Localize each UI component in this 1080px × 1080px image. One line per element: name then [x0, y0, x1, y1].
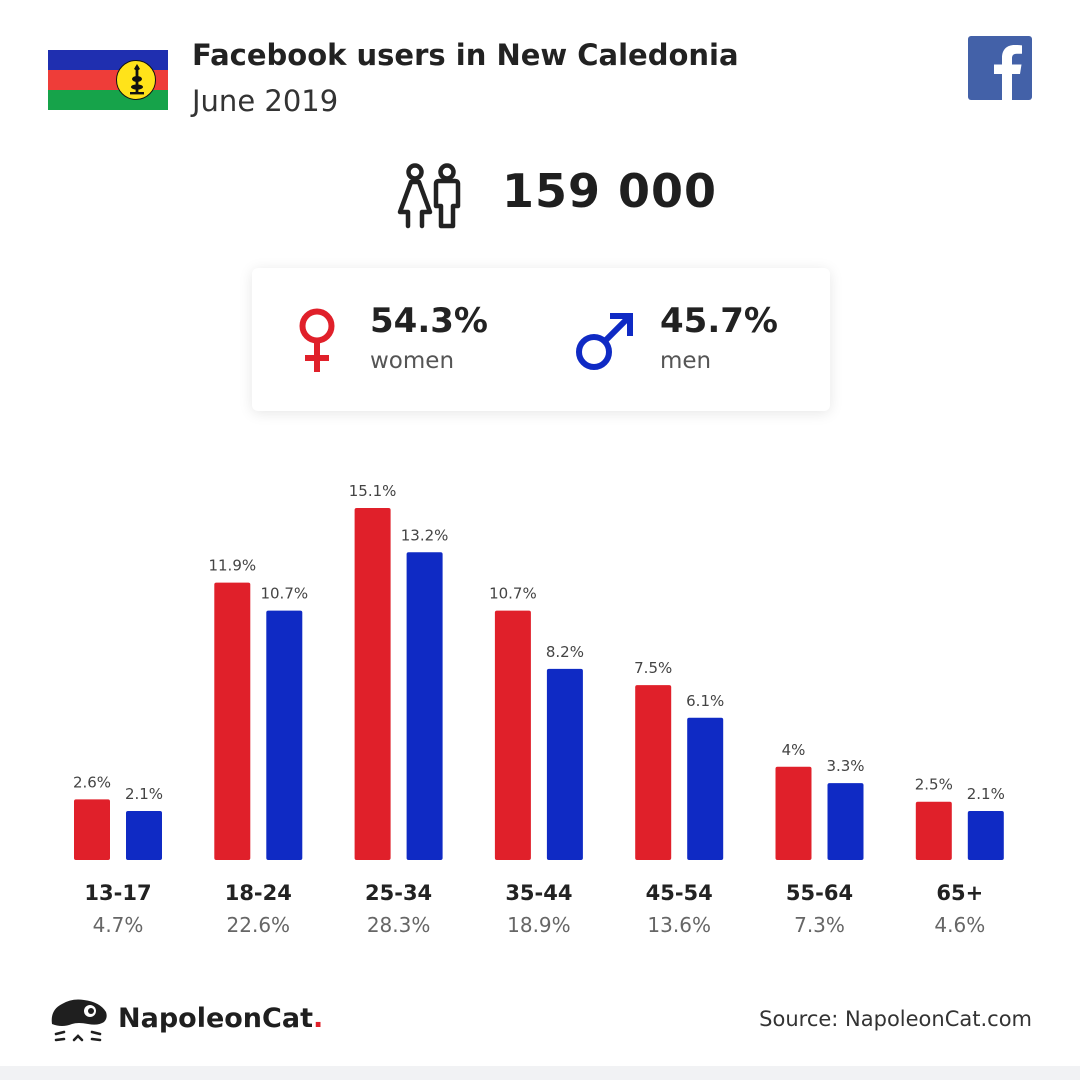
data-label-women-25-34: 15.1% — [349, 482, 397, 500]
bar-women-55-64 — [775, 766, 812, 860]
source-credit: Source: NapoleonCat.com — [759, 1007, 1032, 1031]
bar-women-45-54 — [635, 685, 672, 860]
category-label-65+: 65+ — [936, 881, 983, 905]
data-label-men-25-34: 13.2% — [401, 526, 449, 544]
bar-women-13-17 — [74, 799, 110, 860]
category-label-25-34: 25-34 — [365, 881, 432, 905]
data-label-women-13-17: 2.6% — [73, 773, 111, 791]
gender-split-card: 54.3% women 45.7% men — [252, 268, 830, 411]
data-label-men-45-54: 6.1% — [686, 692, 724, 710]
bar-men-13-17 — [126, 811, 162, 860]
data-label-men-55-64: 3.3% — [826, 757, 864, 775]
category-total-35-44: 18.9% — [507, 913, 571, 937]
brand-name: NapoleonCat. — [118, 1003, 324, 1034]
data-label-women-55-64: 4% — [782, 741, 806, 759]
category-label-13-17: 13-17 — [84, 881, 151, 905]
female-symbol-icon — [292, 306, 342, 376]
data-label-women-65+: 2.5% — [915, 776, 953, 794]
data-label-men-13-17: 2.1% — [125, 785, 163, 803]
category-total-45-54: 13.6% — [647, 913, 711, 937]
data-label-women-45-54: 7.5% — [634, 659, 672, 677]
bar-women-18-24 — [214, 582, 251, 860]
category-label-55-64: 55-64 — [786, 881, 853, 905]
bar-women-35-44 — [494, 610, 531, 860]
bar-women-25-34 — [354, 508, 391, 860]
women-label: women — [370, 348, 455, 374]
bottom-divider — [0, 1066, 1080, 1080]
category-total-13-17: 4.7% — [93, 913, 144, 937]
bar-men-18-24 — [266, 610, 303, 860]
bar-men-25-34 — [406, 552, 443, 860]
category-label-18-24: 18-24 — [225, 881, 292, 905]
bar-men-35-44 — [546, 668, 583, 860]
age-gender-bar-chart: 2.6% 2.1% 13-17 4.7% 11.9% 10.7% 18-24 22.6% 15.… — [0, 460, 1080, 950]
category-total-18-24: 22.6% — [227, 913, 291, 937]
women-percentage: 54.3% — [370, 301, 488, 341]
bar-women-65+ — [915, 801, 952, 860]
men-percentage: 45.7% — [660, 301, 778, 341]
male-symbol-icon — [574, 310, 636, 372]
men-label: men — [660, 348, 712, 374]
category-label-45-54: 45-54 — [646, 881, 713, 905]
category-total-55-64: 7.3% — [794, 913, 845, 937]
category-total-25-34: 28.3% — [367, 913, 431, 937]
bar-men-55-64 — [827, 783, 864, 860]
data-label-women-18-24: 11.9% — [208, 557, 256, 575]
people-icon — [396, 160, 466, 230]
data-label-men-18-24: 10.7% — [260, 585, 308, 603]
napoleoncat-logo-icon — [48, 994, 318, 1048]
data-label-men-65+: 2.1% — [967, 785, 1005, 803]
data-label-women-35-44: 10.7% — [489, 585, 537, 603]
page-title: Facebook users in New Caledonia — [192, 38, 739, 72]
page-subtitle: June 2019 — [192, 84, 339, 118]
chart-canvas: 2.6%2.1%13-174.7%11.9%10.7%18-2422.6%15.… — [73, 482, 1005, 937]
total-users-value: 159 000 — [502, 164, 718, 218]
category-total-65+: 4.6% — [934, 913, 985, 937]
facebook-icon — [968, 36, 1032, 100]
bar-men-45-54 — [687, 717, 724, 860]
new-caledonia-flag-icon — [48, 50, 168, 110]
bar-men-65+ — [967, 811, 1004, 860]
data-label-men-35-44: 8.2% — [546, 643, 584, 661]
category-label-35-44: 35-44 — [505, 881, 572, 905]
